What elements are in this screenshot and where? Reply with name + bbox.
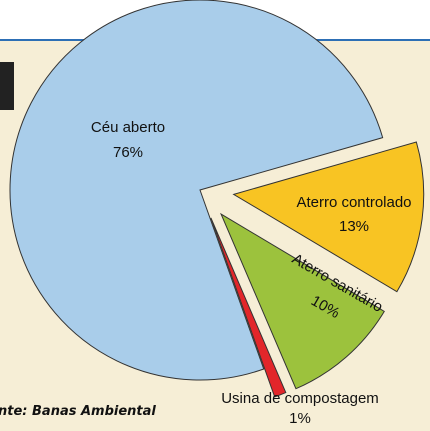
slice-label: Usina de compostagem xyxy=(221,390,379,407)
slice-value: 13% xyxy=(339,218,369,235)
slice-value: 1% xyxy=(289,410,311,427)
pie-slice xyxy=(220,212,385,390)
pie-slice xyxy=(9,0,384,381)
pie-slice xyxy=(232,141,425,293)
title-fragment xyxy=(0,62,14,110)
slice-value: 76% xyxy=(113,144,143,161)
slice-label: Céu aberto xyxy=(91,119,165,136)
slice-label: Aterro controlado xyxy=(296,194,411,211)
pie-slice xyxy=(210,217,287,398)
source: nte: Banas Ambiental xyxy=(0,404,156,419)
